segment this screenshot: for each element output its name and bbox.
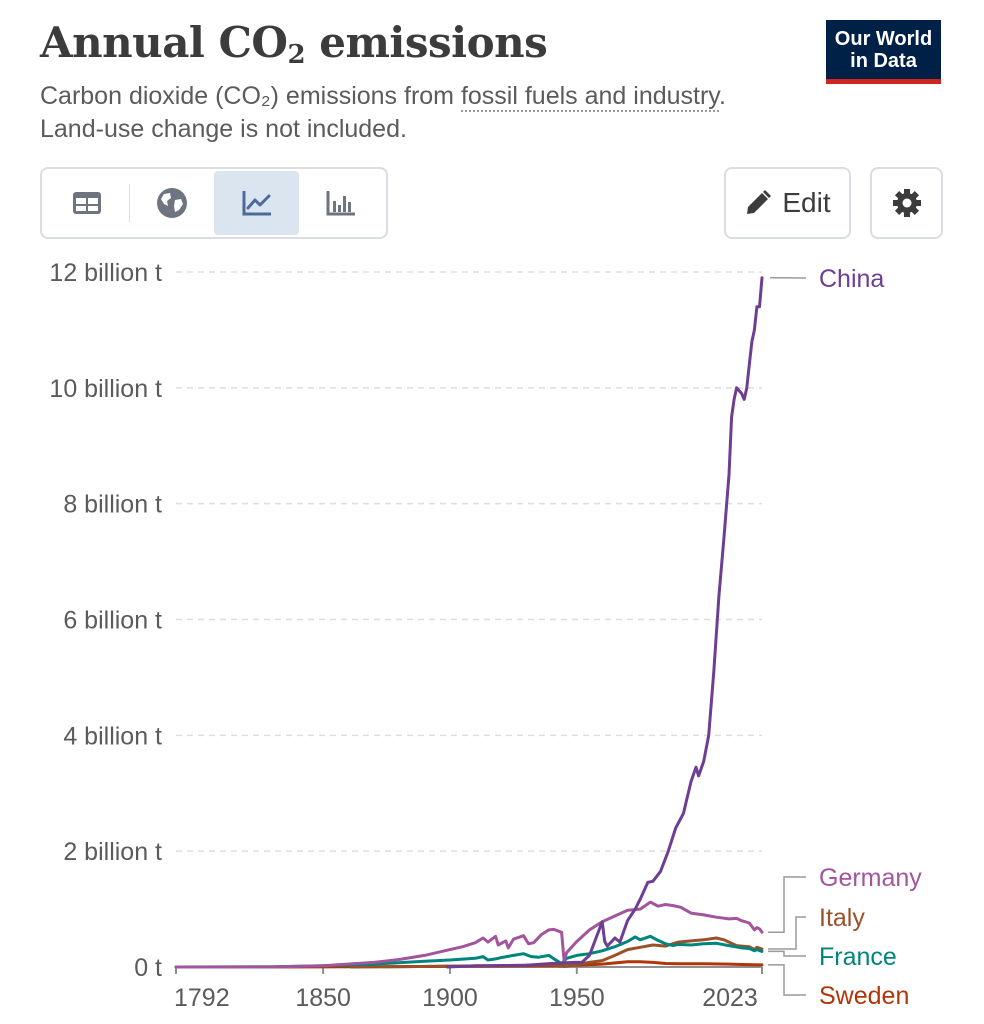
table-icon: [73, 192, 102, 214]
tab-table[interactable]: [45, 171, 129, 235]
x-tick-label: 1850: [295, 984, 351, 1012]
y-tick-label: 0 t: [134, 954, 162, 982]
x-axis: 1792 1850 1900 1950 2023: [174, 966, 763, 1012]
y-tick-label: 12 billion t: [49, 259, 162, 287]
owid-logo[interactable]: Our World in Data: [826, 20, 941, 84]
x-tick-label: 1950: [549, 984, 605, 1012]
y-axis-ticks: 0 t 2 billion t 4 billion t 6 billion t 8 bi…: [49, 259, 162, 982]
line-chart-icon: [242, 191, 271, 216]
series-lines: [174, 276, 764, 969]
label-connector-italy: [768, 916, 806, 950]
label-connector-germany: [768, 876, 806, 934]
chart-title: Annual CO2 emissions: [40, 18, 548, 70]
view-tabs: [40, 167, 388, 239]
y-gridlines: [176, 271, 762, 852]
x-tick-label: 2023: [702, 984, 758, 1012]
y-tick-label: 4 billion t: [63, 722, 162, 750]
edit-label: Edit: [782, 187, 831, 218]
x-tick-label: 1792: [174, 984, 230, 1012]
series-label-sweden[interactable]: Sweden: [819, 982, 909, 1010]
series-label-france[interactable]: France: [819, 943, 897, 971]
series-line-france[interactable]: [174, 934, 764, 969]
gear-icon: [892, 189, 921, 217]
bar-chart-icon: [326, 191, 355, 216]
edit-button[interactable]: Edit: [724, 167, 851, 239]
y-tick-label: 10 billion t: [49, 375, 162, 403]
series-label-germany[interactable]: Germany: [819, 864, 922, 892]
series-labels: China Germany Italy France Sweden: [768, 265, 922, 1010]
y-tick-label: 6 billion t: [63, 607, 162, 635]
tab-map[interactable]: [130, 171, 214, 235]
series-label-italy[interactable]: Italy: [819, 904, 865, 932]
tab-line-chart[interactable]: [214, 171, 299, 235]
x-tick-label: 1900: [422, 984, 478, 1012]
settings-button[interactable]: [870, 167, 943, 239]
y-tick-label: 2 billion t: [63, 838, 162, 866]
series-label-china[interactable]: China: [819, 265, 884, 293]
series-line-italy[interactable]: [349, 936, 764, 969]
pencil-icon: [747, 190, 772, 214]
globe-icon: [157, 188, 188, 218]
y-tick-label: 8 billion t: [63, 491, 162, 519]
tab-divider: [129, 184, 131, 222]
tab-bar-chart[interactable]: [299, 171, 383, 235]
label-connector-sweden: [768, 964, 806, 996]
series-line-china[interactable]: [445, 276, 764, 969]
series-line-germany[interactable]: [174, 900, 764, 969]
fossil-fuels-link[interactable]: fossil fuels and industry: [460, 82, 719, 112]
chart-subtitle: Carbon dioxide (CO₂) emissions from foss…: [40, 82, 726, 143]
label-connector-france: [768, 950, 806, 957]
